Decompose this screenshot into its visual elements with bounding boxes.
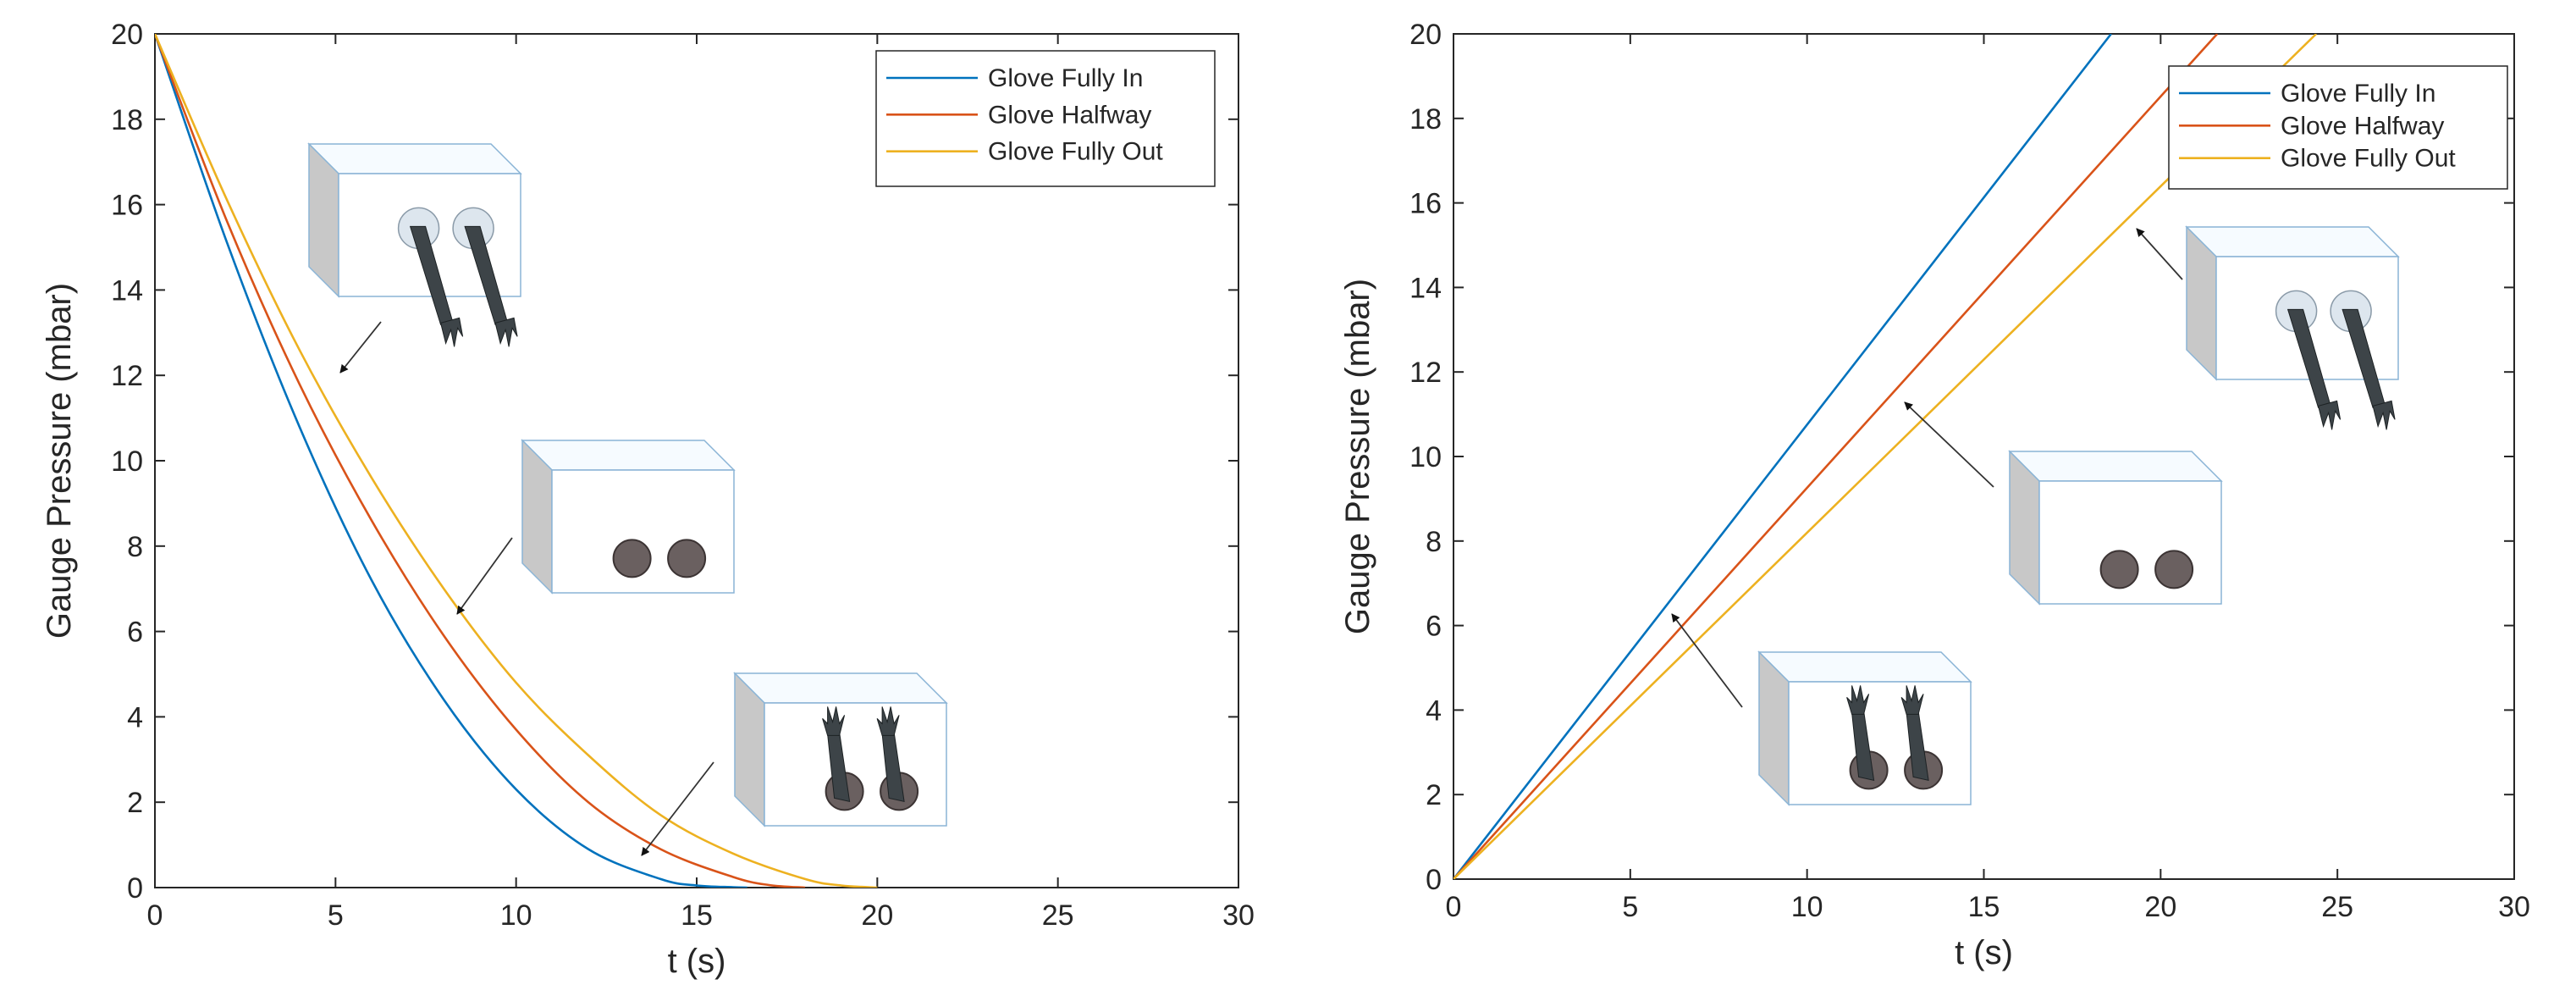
x-tick-label: 0 <box>1446 891 1462 923</box>
series-line-glove-fully-in <box>155 34 747 888</box>
annotation-arrow <box>1904 401 1994 488</box>
x-tick-label: 10 <box>1791 891 1823 923</box>
y-tick-label: 6 <box>127 617 143 649</box>
annotation-arrow <box>2136 228 2183 280</box>
legend-entry: Glove Fully Out <box>2281 145 2456 173</box>
legend-box <box>2168 65 2508 190</box>
legend-box <box>875 50 1216 187</box>
series-line-glove-fully-in <box>1453 34 2112 879</box>
x-tick-label: 30 <box>2498 891 2530 923</box>
y-tick-label: 14 <box>1409 272 1442 304</box>
annotation-arrow <box>641 761 714 856</box>
y-tick-label: 2 <box>127 787 143 819</box>
y-tick-label: 2 <box>1426 779 1442 811</box>
y-tick-label: 4 <box>1426 694 1442 727</box>
y-tick-label: 12 <box>1409 357 1442 389</box>
y-axis-label: Gauge Pressure (mbar) <box>1339 279 1376 634</box>
glove-box-ports-icon <box>521 439 736 595</box>
x-tick-label: 5 <box>1622 891 1638 923</box>
y-tick-label: 8 <box>127 531 143 563</box>
y-tick-label: 6 <box>1426 611 1442 643</box>
y-tick-label: 14 <box>111 274 143 307</box>
annotation-arrow <box>1671 613 1743 708</box>
legend-entry: Glove Halfway <box>988 101 1151 129</box>
y-tick-label: 20 <box>1409 19 1442 51</box>
x-axis-label: t (s) <box>1955 934 2013 971</box>
y-tick-label: 10 <box>1409 441 1442 473</box>
y-tick-label: 4 <box>127 701 143 733</box>
glove-box-gloves-out-icon <box>1757 650 1972 806</box>
x-tick-label: 30 <box>1222 899 1255 932</box>
x-tick-label: 20 <box>2144 891 2176 923</box>
legend-entry: Glove Halfway <box>2281 112 2444 140</box>
glove-box-gloves-in-icon <box>2185 225 2400 430</box>
x-tick-label: 0 <box>147 899 163 932</box>
x-tick-label: 15 <box>1968 891 2000 923</box>
legend-entry: Glove Fully In <box>988 64 1143 92</box>
x-tick-label: 25 <box>2321 891 2353 923</box>
series-line-glove-halfway <box>155 34 806 888</box>
annotation-arrow <box>456 537 513 615</box>
left-chart: 0 5 10 15 20 25 30 0 2 4 6 8 10 12 14 16 18 20 t (s) Gauge … <box>41 19 1255 980</box>
x-tick-label: 10 <box>500 899 532 932</box>
y-tick-label: 18 <box>1409 103 1442 136</box>
y-tick-label: 20 <box>111 19 143 51</box>
series-line-glove-halfway <box>1453 34 2219 879</box>
y-tick-label: 0 <box>127 872 143 905</box>
series-line-glove-fully-out <box>155 34 878 888</box>
y-tick-label: 16 <box>111 190 143 222</box>
right-chart: 0 5 10 15 20 25 30 0 2 4 6 8 10 12 14 16 18 20 t (s) Gauge … <box>1339 19 2530 971</box>
y-tick-label: 0 <box>1426 864 1442 896</box>
x-tick-label: 20 <box>861 899 893 932</box>
legend-entry: Glove Fully In <box>2281 80 2435 108</box>
glove-box-gloves-in-icon <box>307 142 522 347</box>
annotation-arrow <box>339 321 382 373</box>
glove-box-gloves-out-icon <box>733 672 948 827</box>
y-tick-label: 18 <box>111 104 143 136</box>
x-axis-label: t (s) <box>668 943 726 980</box>
glove-box-ports-icon <box>2008 450 2223 606</box>
y-tick-label: 16 <box>1409 188 1442 220</box>
x-tick-label: 25 <box>1042 899 1074 932</box>
legend-entry: Glove Fully Out <box>988 138 1163 166</box>
x-tick-label: 15 <box>681 899 713 932</box>
y-tick-label: 8 <box>1426 526 1442 558</box>
y-tick-label: 10 <box>111 445 143 478</box>
x-tick-label: 5 <box>328 899 344 932</box>
y-tick-label: 12 <box>111 360 143 392</box>
y-axis-label: Gauge Pressure (mbar) <box>41 283 78 639</box>
